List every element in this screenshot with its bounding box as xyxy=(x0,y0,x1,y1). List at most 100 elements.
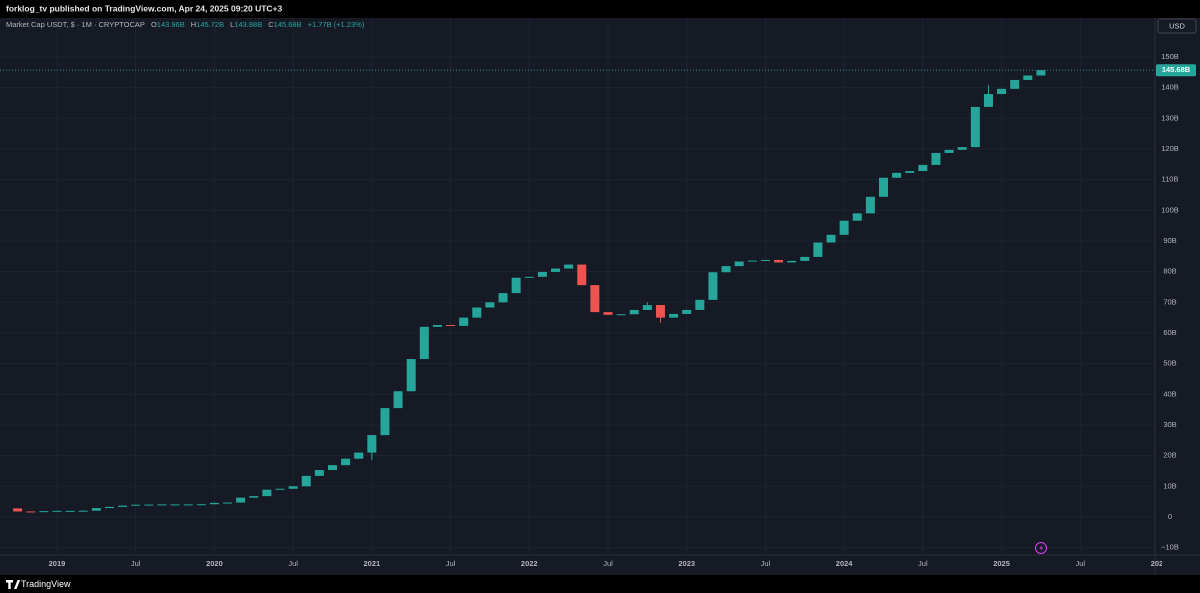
y-tick-label: 20B xyxy=(1163,451,1176,460)
candle-body xyxy=(1010,79,1020,89)
legend-key: O xyxy=(151,20,157,29)
candle-body xyxy=(813,242,823,257)
candle-body xyxy=(787,260,797,263)
candle-body xyxy=(760,259,770,261)
y-tick-label: 50B xyxy=(1163,359,1176,368)
candle-body xyxy=(551,268,561,272)
x-tick-label: Jul xyxy=(131,559,141,568)
candle-body xyxy=(39,511,49,513)
candle-body xyxy=(446,324,456,326)
candle-body xyxy=(708,272,718,300)
x-tick-label: 2026 xyxy=(1151,559,1168,568)
candle-body xyxy=(997,88,1007,95)
x-tick-label: Jul xyxy=(446,559,456,568)
candle-body xyxy=(170,504,180,506)
candle-body xyxy=(65,510,75,512)
legend-value: 143.88B xyxy=(234,20,262,29)
x-tick-label: 2020 xyxy=(206,559,223,568)
candle-body xyxy=(892,172,902,178)
candle-body xyxy=(642,305,652,310)
legend: Market Cap USDT, $ · 1M · CRYPTOCAP O143.… xyxy=(6,20,365,29)
candle-body xyxy=(865,196,875,214)
candle-body xyxy=(498,293,508,303)
candle-body xyxy=(301,475,311,487)
plot-area xyxy=(0,69,1155,513)
candle-body xyxy=(78,510,88,512)
y-tick-label: 120B xyxy=(1161,144,1179,153)
x-tick-label: Jul xyxy=(603,559,613,568)
candle-body xyxy=(288,486,298,489)
candle-body xyxy=(393,391,403,409)
candle-body xyxy=(183,504,193,506)
candle-body xyxy=(52,510,62,512)
candle-body xyxy=(918,164,928,172)
candle-body xyxy=(459,317,469,326)
currency-button-box[interactable] xyxy=(1157,18,1197,34)
candle-body xyxy=(524,276,534,278)
candle-body xyxy=(314,470,324,476)
candle-body xyxy=(682,309,692,314)
candle-body xyxy=(472,307,482,318)
candle-body xyxy=(432,324,442,327)
legend-value: 143.96B xyxy=(157,20,185,29)
candle-body xyxy=(104,506,114,509)
y-tick-label: 30B xyxy=(1163,420,1176,429)
x-tick-label: 2019 xyxy=(49,559,66,568)
candle-body xyxy=(131,504,141,506)
candle-body xyxy=(118,505,128,507)
x-tick-label: 2021 xyxy=(363,559,380,568)
brand-name: TradingView xyxy=(21,579,71,589)
candle-body xyxy=(747,260,757,262)
time-axis: 2019 Jul 2020 Jul 2021 Jul 2022 Jul 2023 Jul 2024 J… xyxy=(49,559,1168,568)
candle-body xyxy=(590,285,600,313)
candle-body xyxy=(931,152,941,165)
price-axis: −10B 0 10B 20B 30B 40B 50B 60B 70B 80B 90B 100B 110B… xyxy=(1156,52,1196,552)
y-tick-label: 110B xyxy=(1162,175,1179,184)
candle-body xyxy=(327,465,337,471)
x-tick-label: Jul xyxy=(1075,559,1085,568)
candle-body xyxy=(629,309,639,315)
candle-body xyxy=(721,266,731,273)
candle-body xyxy=(537,271,547,277)
candle-body xyxy=(275,488,285,490)
candle-body xyxy=(839,220,849,235)
candle-body xyxy=(983,94,993,107)
candle-body xyxy=(695,299,705,310)
header-bar xyxy=(0,0,1200,18)
legend-change: +1.77B (+1.23%) xyxy=(308,20,365,29)
candle-body xyxy=(655,305,665,318)
candle-body xyxy=(1036,70,1046,76)
candle-body xyxy=(13,508,23,512)
candle-body xyxy=(852,213,862,221)
chart-background xyxy=(0,18,1200,575)
candle-body xyxy=(1023,75,1033,80)
candle-body xyxy=(603,312,613,315)
candle-body xyxy=(485,302,495,308)
candle-body xyxy=(419,326,429,360)
candle-body xyxy=(970,106,980,148)
candle-body xyxy=(341,458,351,466)
candle-body xyxy=(577,264,587,286)
currency-button[interactable]: USD xyxy=(1169,21,1185,30)
brand-logo xyxy=(5,580,21,589)
y-tick-label: 70B xyxy=(1163,297,1176,306)
lightning-icon[interactable] xyxy=(1035,542,1047,554)
candle-body xyxy=(826,234,836,243)
legend-value: 145.72B xyxy=(196,20,224,29)
header-text: forklog_tv published on TradingView.com,… xyxy=(6,3,283,13)
candle-body xyxy=(564,264,574,269)
x-tick-label: Jul xyxy=(761,559,771,568)
candle-body xyxy=(26,511,36,513)
candle-body xyxy=(236,497,246,503)
candle-body xyxy=(734,261,744,267)
y-tick-label: 130B xyxy=(1161,113,1179,122)
candle-body xyxy=(878,177,888,197)
y-tick-label: 0 xyxy=(1168,512,1172,521)
x-tick-label: 2023 xyxy=(678,559,695,568)
footer-bar xyxy=(0,575,1200,593)
price-label: 145.68B xyxy=(1162,65,1191,74)
y-tick-label: 150B xyxy=(1161,52,1179,61)
candle-body xyxy=(406,359,416,392)
x-tick-label: 2025 xyxy=(993,559,1010,568)
x-tick-label: Jul xyxy=(288,559,298,568)
